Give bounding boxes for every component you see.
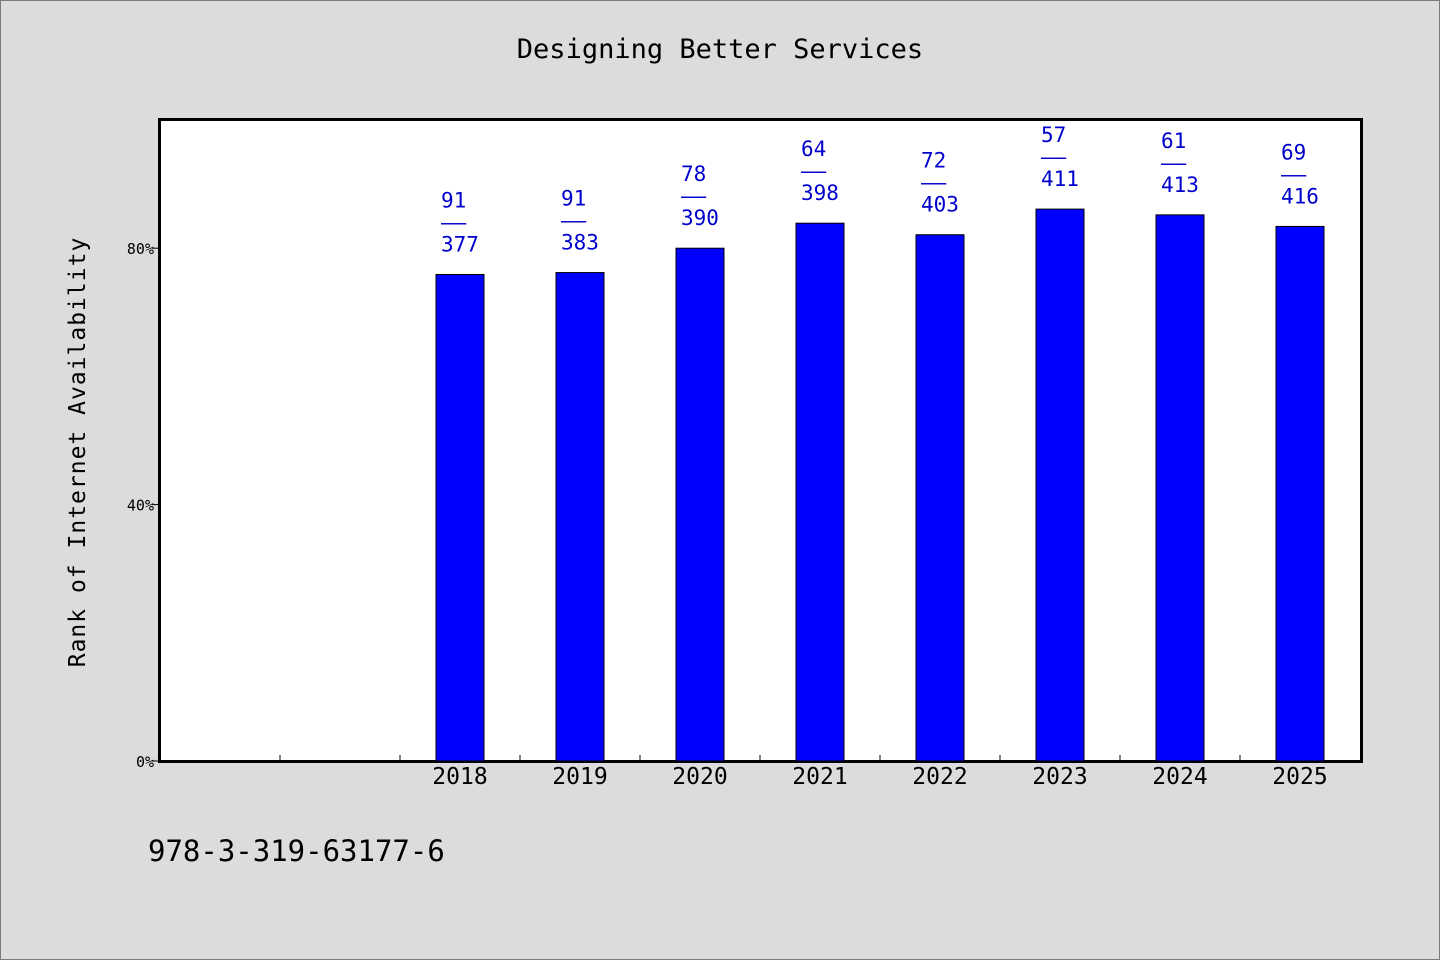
- bar-label-bottom: 377: [441, 232, 479, 256]
- bar-2021: [795, 222, 845, 762]
- x-tick-label: 2024: [1152, 764, 1207, 790]
- bar-2018: [435, 273, 485, 762]
- bar-label-bottom: 383: [561, 231, 599, 255]
- bar-label-top: 78: [681, 162, 706, 186]
- bar-label-top: 61: [1161, 129, 1186, 153]
- x-axis-ticks: 2018 2019 2020 2021 2022 2023 2024 2025: [279, 755, 1328, 790]
- bar-label-separator: ——: [441, 210, 467, 234]
- bar-label-separator: ——: [681, 184, 707, 208]
- bar-labels-group: 91——37791——38378——39064——39872——40357——4…: [441, 123, 1319, 256]
- x-tick-label: 2019: [552, 764, 607, 790]
- bar-label-bottom: 403: [921, 193, 959, 217]
- bar-label-bottom: 413: [1161, 173, 1199, 197]
- bar-label-bottom: 398: [801, 181, 839, 205]
- bar-label-top: 64: [801, 137, 826, 161]
- chart-title: Designing Better Services: [516, 34, 924, 65]
- y-axis-ticks: 0% 40% 80%: [127, 240, 160, 771]
- bar-2024: [1155, 214, 1205, 762]
- y-tick-label: 0%: [136, 753, 154, 771]
- bar-label-top: 72: [921, 149, 946, 173]
- bar-2025: [1275, 225, 1325, 762]
- bar-label-separator: ——: [1161, 151, 1187, 175]
- bar-label-bottom: 411: [1041, 167, 1079, 191]
- x-tick-label: 2021: [792, 764, 847, 790]
- x-tick-label: 2018: [432, 764, 487, 790]
- x-tick-label: 2025: [1272, 764, 1327, 790]
- x-tick-label: 2023: [1032, 764, 1087, 790]
- bar-label-separator: ——: [1041, 145, 1067, 169]
- bar-label-separator: ——: [801, 159, 827, 183]
- y-axis-title: Rank of Internet Availability: [65, 237, 91, 668]
- bar-label-top: 57: [1041, 123, 1066, 147]
- bar-2023: [1035, 208, 1085, 762]
- y-tick-label: 80%: [127, 240, 154, 258]
- bar-label-separator: ——: [1281, 162, 1307, 186]
- bar-label-separator: ——: [921, 171, 947, 195]
- bar-2020: [675, 247, 725, 762]
- bars-group: [435, 208, 1325, 762]
- bar-label-bottom: 416: [1281, 184, 1319, 208]
- x-tick-label: 2020: [672, 764, 727, 790]
- bar-label-top: 91: [441, 188, 466, 212]
- bar-label-separator: ——: [561, 209, 587, 233]
- x-tick-label: 2022: [912, 764, 967, 790]
- bar-label-bottom: 390: [681, 206, 719, 230]
- y-tick-label: 40%: [127, 497, 154, 515]
- bar-2022: [915, 234, 965, 762]
- bar-label-top: 69: [1281, 140, 1306, 164]
- bar-2019: [555, 272, 605, 762]
- bar-label-top: 91: [561, 187, 586, 211]
- isbn-code: 978-3-319-63177-6: [148, 834, 445, 868]
